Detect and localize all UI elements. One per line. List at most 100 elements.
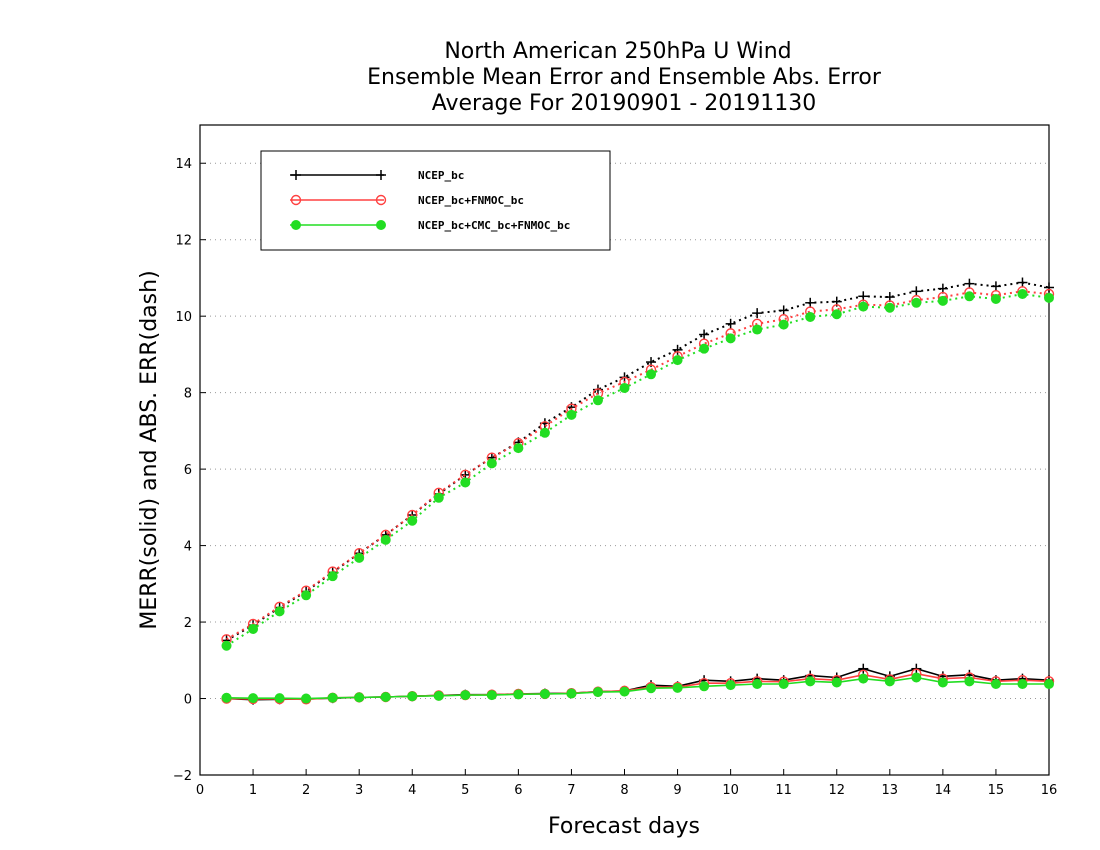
abs-err-point [964,278,975,289]
abs-err-point [752,308,763,319]
merr-line [226,667,1050,701]
merr-point [1044,679,1054,689]
x-tick-label: 15 [988,783,1005,798]
abs-err-line [226,290,1050,641]
abs-err-point [248,623,259,634]
merr-point [858,663,869,674]
x-axis-label: Forecast days [548,814,700,839]
merr-point [301,693,312,704]
abs-err-point [1017,289,1028,299]
legend-label: NCEP_bc [418,169,464,182]
abs-err-point [513,443,524,454]
x-tick-label: 5 [461,783,469,798]
abs-err-point [539,427,550,438]
abs-err-point [699,343,710,354]
abs-err-point [407,515,418,526]
abs-err-point [460,477,471,488]
merr-point [221,692,232,703]
x-tick-label: 10 [722,783,739,798]
x-tick-label: 11 [775,783,792,798]
merr-point [513,689,524,700]
abs-err-point [1017,277,1028,288]
y-tick-label: 12 [175,234,192,249]
y-axis-label: MERR(solid) and ABS. ERR(dash) [137,270,162,629]
merr-point [619,686,630,697]
merr-point [964,676,975,687]
legend-marker-right [375,194,387,206]
abs-err-point [805,311,816,322]
abs-err-point [380,534,391,545]
merr-point [672,682,683,693]
abs-err-point [778,305,789,316]
merr-point [725,680,736,691]
y-tick-label: 6 [184,463,192,478]
y-tick-label: 2 [184,616,192,631]
merr-point [646,683,657,694]
abs-err-point [725,333,736,344]
abs-err-line [226,281,1050,642]
abs-err-point [725,318,736,329]
y-tick-label: 4 [184,540,192,555]
abs-err-point [566,409,577,420]
legend-marker-left [290,194,302,206]
legend-label: NCEP_bc+CMC_bc+FNMOC_bc [418,219,570,232]
y-tick-label: 10 [175,310,192,325]
x-tick-label: 9 [673,783,681,798]
y-tick-label: −2 [173,769,192,784]
chart-title-line-2: Ensemble Mean Error and Ensemble Abs. Er… [367,65,882,90]
legend-entry-3: NCEP_bc+CMC_bc+FNMOC_bc [290,219,570,232]
abs-err-point [486,458,497,469]
series-layer [221,277,1055,705]
legend-entry-2: NCEP_bc+FNMOC_bc [290,194,524,207]
merr-point [248,693,259,704]
merr-point [699,681,710,692]
x-tick-label: 4 [408,783,416,798]
merr-point [433,690,444,701]
abs-err-point [752,324,763,335]
abs-err-point [433,492,444,503]
abs-err-point [592,395,603,406]
abs-err-point [327,571,338,582]
abs-err-point [884,302,895,313]
merr-point [327,692,338,703]
x-tick-label: 7 [567,783,575,798]
series-1 [221,277,1054,705]
chart-titles: North American 250hPa U Wind Ensemble Me… [367,39,882,116]
legend-marker-right [376,220,386,230]
abs-err-point [274,606,285,617]
merr-point [858,673,869,684]
abs-err-point [990,281,1001,292]
merr-point [274,693,285,704]
merr-point [486,690,497,701]
x-tick-label: 0 [196,783,204,798]
y-tick-label: 8 [184,387,192,402]
merr-point [460,690,471,701]
legend: NCEP_bc NCEP_bc+FNMOC_bc NCEP_bc+CMC_bc+FN… [260,150,611,251]
x-tick-label: 6 [514,783,522,798]
x-tick-label: 12 [828,783,845,798]
merr-point [354,692,365,703]
merr-line [226,672,1050,701]
legend-label: NCEP_bc+FNMOC_bc [418,194,524,207]
merr-point [1017,679,1028,689]
chart-title-line-1: North American 250hPa U Wind [444,39,791,64]
abs-err-point [964,291,975,302]
abs-err-point [911,286,922,297]
abs-err-point [221,640,232,651]
grid-lines [200,162,1049,776]
y-tick-label: 0 [184,693,192,708]
merr-point [937,677,948,688]
legend-marker-left [291,170,301,180]
abs-err-point [831,309,842,320]
abs-err-point [672,344,683,355]
merr-point [407,691,418,702]
merr-point [752,679,763,689]
abs-err-point [672,355,683,366]
chart-title-line-3: Average For 20190901 - 20191130 [432,91,817,116]
abs-err-line [225,292,1050,647]
merr-point [884,676,895,687]
merr-point [592,687,603,698]
merr-point [778,679,789,689]
